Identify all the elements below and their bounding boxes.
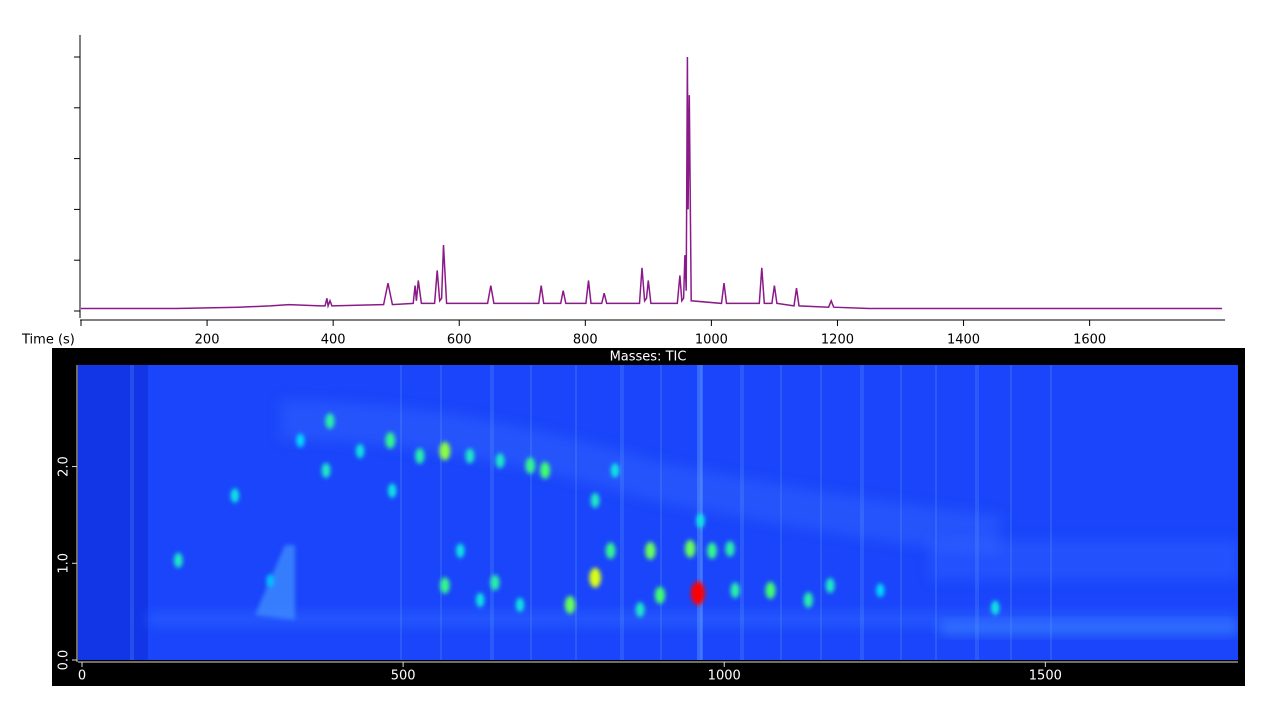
y-tick-label: 1.0 bbox=[57, 553, 72, 574]
streak bbox=[697, 365, 703, 660]
streak bbox=[130, 365, 134, 660]
spot bbox=[684, 539, 696, 558]
streaks bbox=[130, 365, 1052, 660]
streak bbox=[935, 365, 937, 660]
streak bbox=[780, 365, 782, 660]
x-tick-label: 1000 bbox=[708, 669, 741, 684]
spot bbox=[610, 463, 620, 478]
x-axis-label: Time (s) bbox=[21, 333, 75, 348]
streak bbox=[1050, 365, 1052, 660]
spot bbox=[696, 513, 705, 528]
spot bbox=[296, 433, 305, 448]
x-tick-label: 400 bbox=[321, 333, 346, 348]
streak bbox=[530, 365, 532, 660]
spot bbox=[439, 441, 451, 461]
streak bbox=[490, 365, 494, 660]
spot bbox=[385, 432, 396, 449]
spot bbox=[387, 483, 397, 498]
spot bbox=[590, 492, 600, 508]
spot bbox=[765, 581, 776, 599]
streak bbox=[820, 365, 822, 660]
spot bbox=[230, 488, 240, 503]
streak bbox=[620, 365, 624, 660]
spot bbox=[173, 552, 183, 568]
streak bbox=[740, 365, 744, 660]
streak bbox=[400, 365, 402, 660]
tic-line bbox=[81, 56, 1222, 310]
streak bbox=[975, 365, 979, 660]
spot bbox=[589, 567, 601, 588]
x-tick-label: 200 bbox=[195, 333, 220, 348]
spot bbox=[655, 586, 665, 604]
x-tick-label: 1200 bbox=[821, 333, 854, 348]
spot bbox=[725, 540, 735, 557]
spot bbox=[991, 600, 1000, 615]
spot bbox=[645, 541, 656, 560]
spot bbox=[730, 582, 740, 599]
spot bbox=[440, 577, 450, 594]
heatmap-artifact bbox=[255, 545, 295, 620]
streak bbox=[700, 365, 702, 660]
streak bbox=[860, 365, 864, 660]
heatmap-band bbox=[279, 400, 1002, 555]
spot bbox=[707, 542, 717, 559]
spot bbox=[475, 592, 485, 608]
y-tick-label: 0.0 bbox=[57, 650, 72, 671]
x-tick-label: 1000 bbox=[695, 333, 728, 348]
heatmap-area bbox=[78, 365, 1238, 660]
spot bbox=[540, 461, 551, 479]
spot bbox=[690, 581, 705, 606]
x-tick-label: 1600 bbox=[1073, 333, 1106, 348]
y-tick-label: 2.0 bbox=[57, 456, 72, 477]
spot bbox=[515, 597, 525, 613]
spot bbox=[564, 596, 576, 614]
spot bbox=[495, 453, 505, 469]
streak bbox=[1010, 365, 1012, 660]
x-tick-label: 500 bbox=[391, 669, 416, 684]
spot bbox=[415, 448, 425, 464]
spot bbox=[635, 602, 645, 618]
heatmap-title: Masses: TIC bbox=[610, 350, 687, 365]
streak bbox=[575, 365, 577, 660]
spot bbox=[803, 592, 813, 608]
spot bbox=[321, 462, 331, 478]
streak bbox=[900, 365, 902, 660]
spot bbox=[605, 542, 616, 559]
spot bbox=[465, 448, 475, 464]
spot bbox=[266, 574, 274, 588]
x-tick-label: 800 bbox=[573, 333, 598, 348]
streak bbox=[660, 365, 662, 660]
spot bbox=[825, 578, 835, 594]
x-tick-label: 1400 bbox=[947, 333, 980, 348]
spot bbox=[355, 443, 365, 459]
x-tick-label: 600 bbox=[447, 333, 472, 348]
spots bbox=[173, 413, 1000, 618]
heatmap-band bbox=[78, 365, 148, 660]
spot bbox=[525, 457, 536, 474]
heatmap-band bbox=[940, 622, 1238, 634]
spot bbox=[490, 574, 500, 591]
streak bbox=[440, 365, 442, 660]
spot bbox=[325, 413, 335, 429]
spot bbox=[456, 543, 465, 558]
x-tick-label: 1500 bbox=[1029, 669, 1062, 684]
x-tick-label: 0 bbox=[78, 669, 86, 684]
spot bbox=[876, 583, 885, 598]
